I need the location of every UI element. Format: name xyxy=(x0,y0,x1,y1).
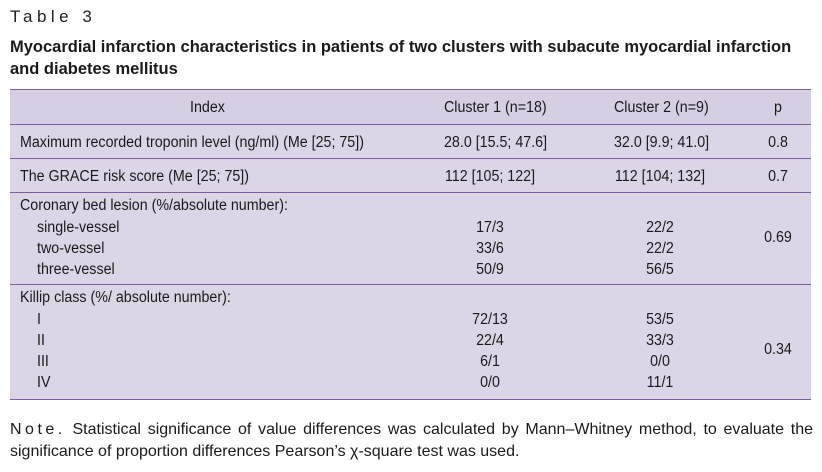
cluster1-value: 0/0 xyxy=(480,374,500,391)
table-row-group: Coronary bed lesion (%/absolute number):… xyxy=(10,193,811,285)
note-lead: Note. xyxy=(10,421,66,438)
sub-row-label: single-vessel xyxy=(37,219,120,236)
sub-row-label: three-vessel xyxy=(37,261,115,278)
p-value: 0.8 xyxy=(768,134,788,151)
data-table: Index Cluster 1 (n=18) Cluster 2 (n=9) p… xyxy=(10,89,811,400)
table-row: The GRACE risk score (Me [25; 75]) 112 [… xyxy=(10,159,811,193)
note-text: Statistical significance of value differ… xyxy=(10,421,813,460)
p-value: 0.34 xyxy=(764,341,792,358)
p-value: 0.7 xyxy=(768,168,788,185)
cluster1-value: 50/9 xyxy=(476,261,504,278)
header-index: Index xyxy=(190,99,225,116)
row-label: The GRACE risk score (Me [25; 75]) xyxy=(20,168,250,185)
sub-row-label: IV xyxy=(37,374,51,391)
header-cluster1: Cluster 1 (n=18) xyxy=(444,99,547,116)
table-title: Myocardial infarction characteristics in… xyxy=(10,38,792,78)
sub-row-label: II xyxy=(37,332,45,349)
cluster2-value: 22/2 xyxy=(646,240,674,257)
cluster1-value: 17/3 xyxy=(476,219,504,236)
group-label: Killip class (%/ absolute number): xyxy=(20,289,231,306)
cluster1-value: 6/1 xyxy=(480,353,500,370)
cluster2-value: 112 [104; 132] xyxy=(614,168,706,185)
cluster1-value: 72/13 xyxy=(472,311,508,328)
cluster1-value: 22/4 xyxy=(476,332,504,349)
header-p: p xyxy=(774,99,782,116)
cluster2-value: 56/5 xyxy=(646,261,674,278)
table-row-group: Killip class (%/ absolute number): I 72/… xyxy=(10,285,811,400)
p-value: 0.69 xyxy=(764,229,792,246)
cluster1-value: 33/6 xyxy=(476,240,504,257)
row-label: Maximum recorded troponin level (ng/ml) … xyxy=(20,134,364,151)
cluster2-value: 0/0 xyxy=(650,353,670,370)
table-header-row: Index Cluster 1 (n=18) Cluster 2 (n=9) p xyxy=(10,90,811,125)
header-cluster2: Cluster 2 (n=9) xyxy=(614,99,709,116)
sub-row-label: I xyxy=(37,311,41,328)
cluster2-value: 22/2 xyxy=(646,219,674,236)
group-label: Coronary bed lesion (%/absolute number): xyxy=(20,197,288,214)
table-note: Note. Statistical significance of value … xyxy=(10,419,813,463)
cluster2-value: 33/3 xyxy=(646,332,674,349)
cluster2-value: 32.0 [9.9; 41.0] xyxy=(614,134,710,151)
table-caption: Table 3 xyxy=(10,7,97,26)
cluster2-value: 11/1 xyxy=(646,374,674,391)
cluster1-value: 112 [105; 122] xyxy=(444,168,536,185)
cluster1-value: 28.0 [15.5; 47.6] xyxy=(444,134,548,151)
cluster2-value: 53/5 xyxy=(646,311,674,328)
sub-row-label: two-vessel xyxy=(37,240,105,257)
table-row: Maximum recorded troponin level (ng/ml) … xyxy=(10,125,811,159)
sub-row-label: III xyxy=(37,353,49,370)
